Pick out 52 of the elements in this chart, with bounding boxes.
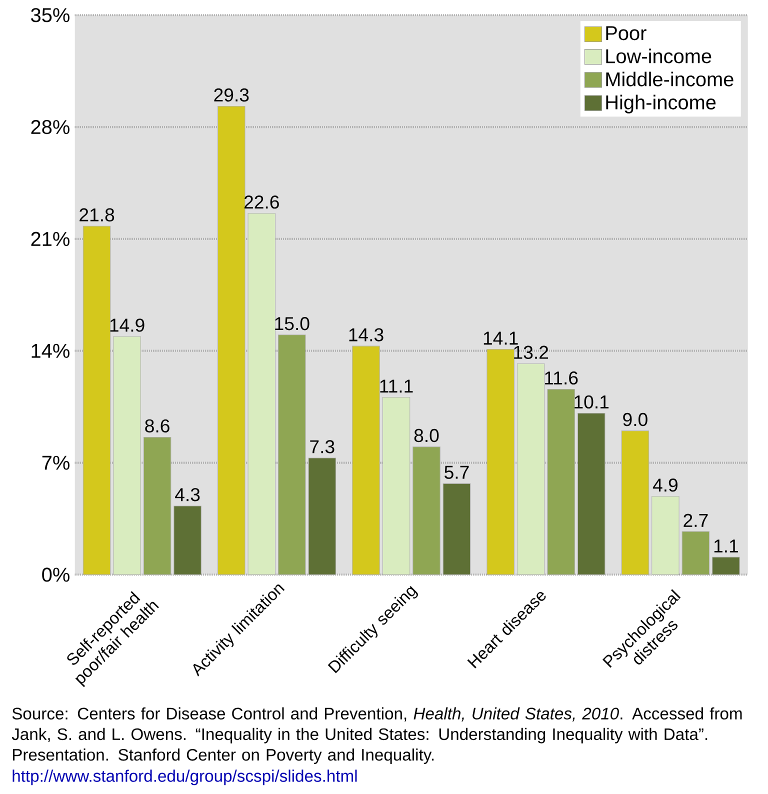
bar [217, 106, 246, 575]
bar [547, 388, 575, 575]
data-label: 2.7 [684, 514, 708, 527]
data-label: 1.1 [714, 540, 738, 552]
bar [382, 396, 410, 575]
bar [651, 496, 680, 575]
bar [143, 436, 172, 575]
data-label: 4.3 [174, 488, 200, 502]
text: http://www.stanford.edu/group/scspi/slides.html [12, 770, 357, 786]
data-label: 5.7 [444, 466, 469, 479]
bar [577, 412, 606, 575]
y-tick-label: 14% [32, 344, 70, 358]
data-label: 13.2 [514, 346, 548, 359]
y-tick-label: 0% [42, 568, 70, 582]
data-label: 21.8 [79, 208, 114, 222]
source-note: Source: Centers for Disease Control and Prevention, Health, United States, 2010. Accessed from Jank, S. and L. Owens. “Inequality in the United States: Understanding Inequality with Data”. Presentation. Stanford Center on Poverty and Inequality. [12, 707, 742, 764]
data-label: 8.0 [414, 428, 439, 442]
data-label: 22.6 [244, 195, 279, 209]
bar [113, 336, 141, 575]
data-label: 8.6 [145, 419, 170, 433]
y-tick-label: 7% [42, 456, 70, 470]
bar [248, 213, 276, 575]
bar [174, 506, 202, 575]
legend-label: Poor [606, 26, 646, 40]
data-label: 9.0 [623, 412, 648, 426]
bar [516, 363, 545, 575]
y-tick-label: 21% [31, 232, 70, 246]
bar [412, 446, 440, 575]
y-tick-label: 35% [30, 8, 70, 22]
legend-label: Middle-income [606, 72, 734, 86]
bar [278, 334, 306, 575]
data-label: 14.1 [484, 332, 518, 345]
bar [621, 430, 649, 575]
data-label: 7.3 [310, 440, 334, 454]
bar [486, 349, 514, 575]
bar [682, 531, 710, 575]
legend-label: Low-income [606, 48, 712, 64]
data-label: 15.0 [275, 317, 310, 330]
bar [442, 483, 470, 575]
bar [308, 458, 336, 575]
data-label: 11.6 [544, 371, 578, 385]
data-label: 14.9 [110, 318, 144, 332]
data-label: 29.3 [214, 88, 249, 102]
data-label: 14.3 [349, 328, 384, 342]
bar [352, 346, 380, 575]
y-tick-label: 28% [31, 120, 70, 134]
data-label: 4.9 [652, 478, 678, 492]
legend-label: High-income [606, 94, 716, 114]
data-label: 10.1 [574, 395, 608, 409]
data-label: 11.1 [380, 380, 413, 393]
bar [712, 556, 740, 575]
bar [82, 226, 111, 575]
